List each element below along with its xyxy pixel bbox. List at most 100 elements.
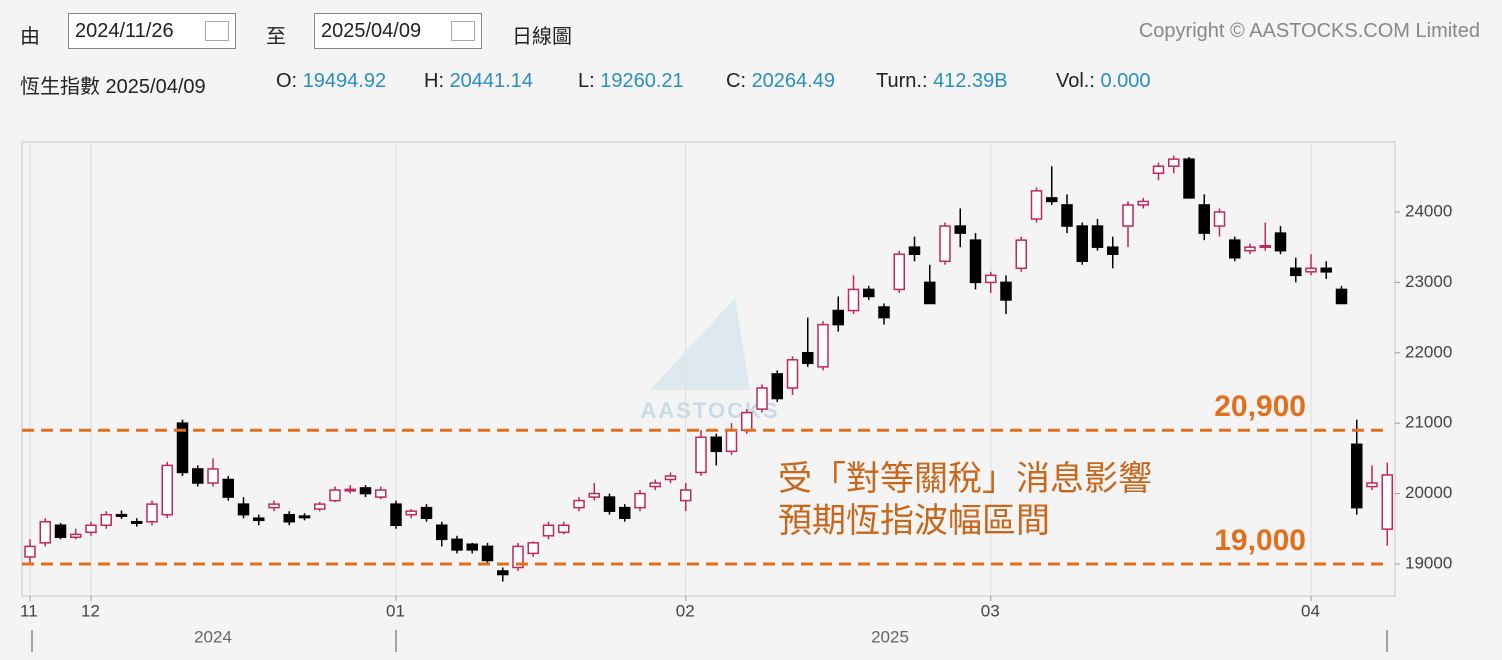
candle-body [283,513,295,523]
to-date-input[interactable]: 2025/04/09 [314,13,482,49]
candle-body [451,538,463,551]
candle-body [893,253,905,291]
field-value: 20264.49 [751,70,835,92]
candle-body [832,309,844,326]
watermark-logo [650,298,750,390]
candle-body [420,506,433,519]
candle-body [756,387,768,410]
candle-body [573,499,585,509]
field-label: Vol.: [1056,70,1095,92]
candle-body [176,422,189,474]
candle-body [131,520,143,524]
candle-body [375,489,387,498]
header: 由 2024/11/26 至 2025/04/09 日線圖 Copyright … [0,0,1502,120]
from-date: 2024/11/26 [75,20,174,42]
candle-body [725,429,738,453]
candle-body [1244,246,1256,252]
field-value: 0.000 [1100,70,1151,92]
candle-body [512,545,524,569]
candle-body [1351,443,1363,509]
field-value: 19260.21 [600,70,684,92]
candle-body [1046,197,1058,203]
reference-label: 19,000 [1214,524,1306,557]
y-tick-label: 23000 [1405,272,1452,291]
candle-body [237,503,250,516]
quote-field: Turn.: 412.39B [876,70,1008,93]
y-tick-label: 20000 [1405,483,1452,502]
candle-body [1061,204,1073,227]
field-label: Turn.: [876,70,928,92]
y-tick-label: 19000 [1405,553,1452,572]
candle-body [192,468,204,484]
from-date-input[interactable]: 2024/11/26 [68,13,236,49]
field-value: 412.39B [933,70,1008,92]
candle-body [1122,204,1134,227]
candle-body [1366,482,1378,488]
chart-type[interactable]: 日線圖 [512,26,572,48]
candle-body [954,225,966,234]
x-tick-label: 12 [81,601,100,620]
candle-body [1290,267,1302,277]
candle-body [1000,281,1012,301]
candle-body [908,246,921,255]
candle-body [1320,267,1332,273]
candle-body [939,225,951,263]
candle-body [802,352,814,365]
annotation: 預期恆指波幅區間 [778,501,1050,541]
candle-body [222,478,234,498]
candle-body [436,524,448,541]
candle-body [878,306,890,319]
candle-body [161,464,173,516]
field-label: L: [578,70,595,92]
candle-body [817,323,829,368]
reference-label: 20,900 [1214,390,1306,423]
x-tick-label: 03 [981,601,1000,620]
candle-body [70,533,82,538]
calendar-icon[interactable] [205,21,229,41]
candle-body [359,487,372,495]
x-tick-label: 04 [1301,601,1320,620]
field-label: C: [726,70,746,92]
candle-body [253,517,265,522]
candle-body [847,288,860,312]
candle-body [146,503,158,523]
candle-body [100,513,112,526]
field-value: 20441.14 [449,70,533,92]
candle-body [542,524,555,537]
candle-body [1168,158,1180,167]
y-tick-label: 24000 [1405,201,1452,220]
y-tick-label: 22000 [1405,342,1452,361]
candle-body [680,489,692,502]
quote-field: H: 20441.14 [424,70,533,93]
calendar-icon[interactable] [451,21,475,41]
quote-field: O: 19494.92 [276,70,386,93]
candle-body [1198,204,1210,234]
candle-body [664,475,677,481]
x-tick-label: 01 [386,601,405,620]
candle-body [985,274,997,284]
candle-body [771,373,783,400]
quote-field: L: 19260.21 [578,70,684,93]
candle-body [1030,190,1043,220]
candle-body [1091,225,1104,248]
candle-body [54,524,67,538]
candle-body [39,520,51,544]
candle-body [207,468,219,484]
to-date: 2025/04/09 [321,20,422,42]
candle-body [329,489,341,502]
candle-body [1259,245,1271,249]
candle-body [1015,239,1027,270]
y-tick-label: 21000 [1405,413,1452,432]
copyright: Copyright © AASTOCKS.COM Limited [1138,20,1480,42]
watermark: AASTOCKS [640,398,779,423]
year-label: 2025 [871,627,909,646]
candle-body [24,545,36,558]
candle-body [634,492,646,509]
candle-body [1274,232,1287,252]
candle-body [1381,474,1393,530]
field-value: 19494.92 [302,70,387,92]
from-label: 由 [20,26,40,48]
candle-body [314,503,326,510]
